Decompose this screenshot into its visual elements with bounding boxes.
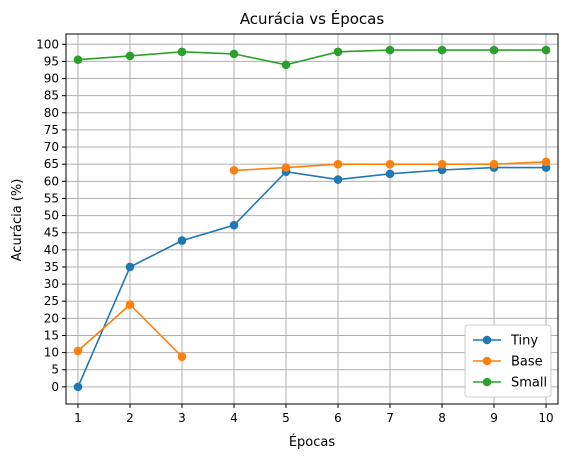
data-point-base (333, 159, 343, 169)
x-tick-label: 9 (490, 411, 498, 425)
data-point-tiny (385, 169, 395, 179)
data-point-base (281, 163, 291, 172)
y-tick-label: 15 (44, 328, 59, 342)
data-point-tiny (333, 175, 343, 184)
legend-label-tiny: Tiny (510, 334, 538, 349)
series-base (229, 157, 551, 175)
y-tick-label: 100 (36, 37, 59, 51)
y-tick-label: 40 (44, 243, 59, 257)
chart-title: Acurácia vs Épocas (240, 9, 385, 28)
data-point-small (333, 47, 343, 57)
y-tick-label: 10 (44, 346, 59, 360)
y-tick-label: 75 (44, 123, 59, 137)
axis-ticks: 0510152025303540455055606570758085909510… (36, 37, 554, 425)
x-tick-label: 8 (438, 411, 446, 425)
y-tick-label: 70 (44, 140, 59, 154)
series-line-tiny (77, 166, 546, 388)
legend-marker-tiny (482, 335, 492, 345)
data-point-small (229, 49, 239, 59)
data-point-tiny (177, 236, 187, 245)
data-point-tiny (125, 262, 135, 272)
x-tick-label: 2 (126, 411, 134, 425)
x-tick-label: 1 (74, 411, 82, 425)
data-point-base (125, 300, 135, 309)
y-tick-label: 45 (44, 226, 59, 240)
legend-label-small: Small (511, 376, 547, 391)
series-small (73, 45, 551, 70)
y-tick-label: 95 (44, 54, 59, 68)
y-tick-label: 0 (51, 380, 59, 394)
y-tick-label: 25 (44, 294, 59, 308)
data-point-small (385, 45, 395, 55)
legend-item-tiny: Tiny (473, 334, 538, 349)
plot-frame (65, 33, 559, 405)
data-point-small (177, 47, 187, 57)
y-tick-label: 5 (51, 363, 59, 377)
legend-item-base: Base (473, 355, 543, 370)
legend-marker-small (482, 377, 492, 387)
data-point-tiny (73, 382, 83, 392)
y-tick-label: 55 (44, 191, 59, 205)
x-tick-label: 10 (538, 411, 553, 425)
y-tick-label: 20 (44, 311, 59, 325)
legend: Tiny Base Small (464, 324, 552, 398)
data-point-small (489, 45, 499, 55)
y-tick-label: 90 (44, 72, 59, 86)
legend-item-small: Small (473, 376, 547, 391)
x-axis-title: Épocas (289, 434, 336, 450)
data-point-base (541, 157, 551, 167)
data-point-base (385, 159, 395, 169)
x-tick-label: 4 (230, 411, 238, 425)
data-point-base (177, 352, 187, 362)
x-tick-label: 6 (334, 411, 342, 425)
y-tick-label: 35 (44, 260, 59, 274)
x-tick-label: 3 (178, 411, 186, 425)
y-axis-title: Acurácia (%) (10, 179, 25, 262)
data-point-small (281, 60, 291, 70)
y-tick-label: 65 (44, 157, 59, 171)
data-point-base (489, 159, 499, 169)
y-tick-label: 80 (44, 106, 59, 120)
y-tick-label: 85 (44, 89, 59, 103)
data-point-tiny (229, 220, 239, 230)
y-tick-label: 60 (44, 174, 59, 188)
legend-label-base: Base (511, 355, 543, 370)
y-tick-label: 30 (44, 277, 59, 291)
x-tick-label: 7 (386, 411, 394, 425)
legend-marker-base (482, 356, 492, 366)
x-tick-label: 5 (282, 411, 290, 425)
y-tick-label: 50 (44, 209, 59, 223)
data-point-base (73, 346, 83, 356)
data-point-small (73, 55, 83, 64)
data-point-small (125, 51, 135, 61)
series-group (73, 45, 551, 392)
data-point-small (437, 45, 447, 55)
data-point-base (437, 159, 447, 169)
data-point-base (229, 166, 239, 175)
data-point-small (541, 45, 551, 55)
series-line-small (77, 49, 546, 66)
series-base (73, 300, 187, 362)
